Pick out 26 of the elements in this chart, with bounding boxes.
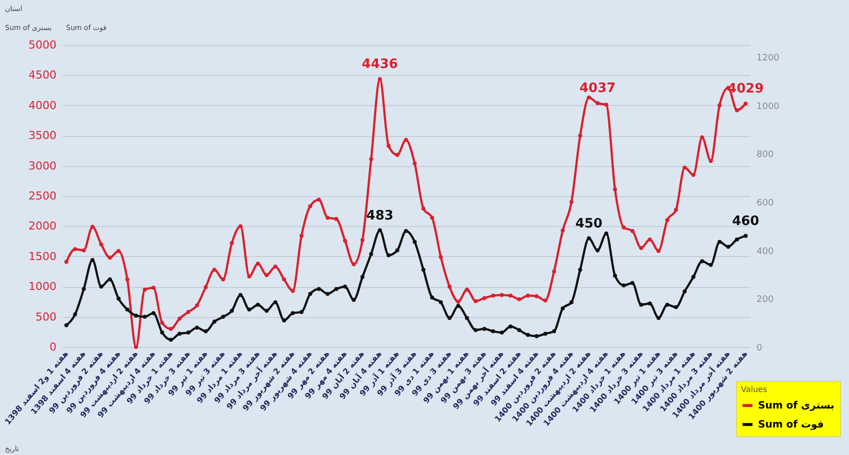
y2-tick-label: 0 [756,344,762,354]
y2-tick-label: 200 [756,295,774,306]
y-tick-label: 4000 [28,98,56,112]
legend-title: Values [741,385,768,394]
data-label: 450 [575,216,602,232]
data-label: 460 [732,214,760,229]
data-label: 4037 [580,81,616,96]
y-tick-label: 5000 [28,38,56,52]
y-tick-label: 3500 [28,129,56,142]
data-label: 4436 [362,57,398,72]
y-tick-label: 3000 [28,159,56,172]
legend-label: Sum of بستری [758,400,834,412]
data-label: 483 [366,208,394,224]
y-tick-label: 1000 [28,280,56,294]
y-tick-label: 2000 [28,220,56,233]
y2-tick-label: 1200 [756,54,780,64]
legend-label: Sum of فوت [758,420,824,430]
y2-tick-label: 800 [756,150,774,160]
y2-tick-label: 600 [756,198,774,209]
y-tick-label: 1500 [28,250,56,263]
y-tick-label: 500 [36,310,56,324]
y2-tick-label: 1000 [756,102,780,112]
y2-tick-label: 400 [756,246,774,257]
y-tick-label: 0 [50,340,56,354]
y-tick-label: 2500 [28,190,56,202]
y-tick-label: 4500 [28,68,56,82]
